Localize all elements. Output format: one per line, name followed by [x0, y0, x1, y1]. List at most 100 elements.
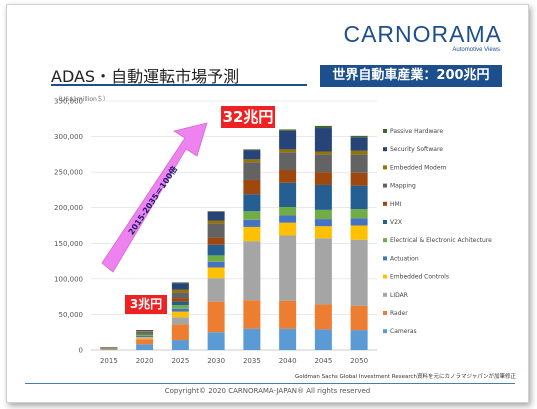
bar-segment [350, 218, 368, 226]
title-underline [51, 84, 307, 86]
bar-segment [350, 209, 368, 219]
bar-segment [207, 301, 225, 333]
bar-segment [279, 300, 297, 329]
bar-segment [136, 331, 154, 332]
y-tick-label: 150,000 [54, 240, 83, 248]
bar-segment [100, 349, 118, 350]
x-tick-label: 2050 [350, 357, 368, 365]
x-axis-tick-labels: 2015 2020 2025 2030 2035 2040 2045 2050 [100, 357, 368, 365]
bar-segment [243, 300, 261, 329]
x-tick-label: 2035 [243, 357, 261, 365]
bar-segment [243, 150, 261, 160]
bar-segment [100, 348, 118, 350]
legend-label: LIDAR [390, 292, 408, 299]
bar-segment [136, 338, 154, 340]
bar-segment [279, 207, 297, 216]
legend-label: Rader [390, 310, 408, 317]
y-tick-label: 350,000 [54, 98, 83, 106]
bar-segment [171, 292, 189, 299]
legend-label: Mapping [390, 183, 416, 190]
legend-swatch [383, 238, 387, 243]
slide: CARNORAMA Automotive Views ADAS・自動運転市場予測… [6, 4, 529, 403]
source-note: Goldman Sachs Global Investment Research… [294, 374, 516, 380]
bar-segment [279, 149, 297, 153]
copyright-text: Copyright© 2020 CARNORAMA-JAPAN® All rig… [164, 387, 371, 395]
bar-segment [243, 159, 261, 163]
legend-label: Electrical & Electronic Achitecture [390, 237, 492, 244]
chart-bars [100, 125, 368, 350]
bar-segment [207, 332, 225, 350]
bar-segment [243, 194, 261, 212]
bar-segment [279, 170, 297, 183]
bar-segment [314, 172, 332, 185]
bar-segment [207, 211, 225, 221]
legend-swatch [383, 329, 387, 334]
growth-arrow: 2015-2035＝100倍 [101, 122, 208, 273]
legend-label: Cameras [390, 328, 417, 335]
bar-segment [136, 331, 154, 334]
bar-segment [279, 215, 297, 223]
bar-segment [243, 211, 261, 220]
x-tick-label: 2025 [171, 357, 189, 365]
bar-segment [136, 335, 154, 338]
bar-segment [350, 185, 368, 210]
bar-segment [171, 282, 189, 284]
x-tick-label: 2030 [207, 357, 225, 365]
bar-segment [171, 311, 189, 318]
legend-swatch [383, 220, 387, 224]
bar-segment [171, 317, 189, 325]
bar-segment [350, 225, 368, 240]
growth-arrow-label: 2015-2035＝100倍 [126, 164, 179, 236]
bar-segment [136, 334, 154, 336]
bar-segment [350, 239, 368, 306]
bar-segment [207, 237, 225, 245]
bar-segment [171, 340, 189, 350]
bar-segment [207, 223, 225, 238]
bar-segment [350, 305, 368, 331]
bar-segment [350, 150, 368, 155]
legend-swatch [383, 147, 387, 152]
bar-segment [207, 220, 225, 224]
bar-segment [279, 152, 297, 171]
growth-arrow-shape [101, 122, 208, 273]
y-tick-label: 300,000 [54, 133, 83, 141]
bar-segment [350, 172, 368, 186]
bar-segment [207, 261, 225, 268]
bar-segment [314, 219, 332, 227]
y-tick-label: 0 [79, 347, 83, 355]
bar-segment [136, 339, 154, 345]
x-tick-label: 2015 [100, 357, 118, 365]
legend-label: Security Software [390, 146, 443, 153]
unit-label: （US$1million＄） [55, 96, 109, 103]
y-tick-label: 50,000 [59, 311, 84, 319]
bar-segment [243, 328, 261, 350]
bar-segment [243, 179, 261, 195]
y-tick-label: 250,000 [54, 169, 83, 177]
bar-segment [207, 267, 225, 279]
x-tick-label: 2040 [279, 357, 297, 365]
market-size-badge: 世界自動車産業：200兆円 [320, 65, 502, 87]
bar-segment [279, 182, 297, 208]
callout-32-trillion: 32兆円 [221, 106, 275, 128]
bar-segment [314, 125, 332, 129]
bar-segment [314, 128, 332, 152]
bar-segment [314, 304, 332, 330]
stacked-bar-chart: 0 50,000 100,000 150,000 200,000 250,000 300,0… [54, 98, 492, 366]
bar-segment [207, 244, 225, 256]
bar-segment [314, 329, 332, 350]
bar-segment [171, 301, 189, 306]
bar-segment [171, 308, 189, 312]
bar-segment [136, 333, 154, 334]
bar-segment [279, 235, 297, 301]
bar-segment [350, 330, 368, 350]
bar-segment [171, 289, 189, 293]
bar-segment [279, 130, 297, 150]
bar-segment [136, 330, 154, 332]
bar-segment [136, 333, 154, 335]
carnorama-logo: CARNORAMA Automotive Views [343, 21, 502, 53]
y-axis-tick-labels: 0 50,000 100,000 150,000 200,000 250,000 300,0… [54, 98, 83, 355]
bar-segment [207, 278, 225, 302]
bar-segment [279, 222, 297, 236]
bar-segment [243, 219, 261, 227]
bar-segment [171, 305, 189, 309]
